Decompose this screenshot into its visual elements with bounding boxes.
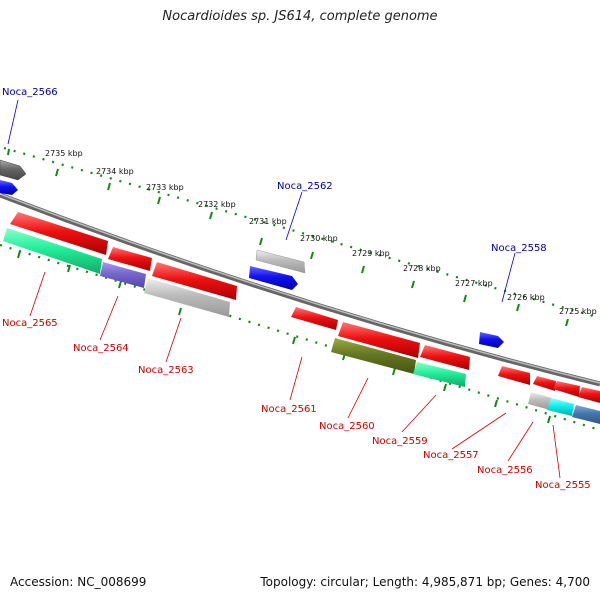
gene-noca-2564[interactable] [100,262,146,288]
outer-ruler-ticks [7,148,569,327]
gene-red-5[interactable] [420,345,470,370]
gene-noca-2555[interactable] [547,398,574,416]
kbp-label: 2725 kbp [559,307,597,316]
label-leaders-bottom [29,271,561,479]
gene-noca-2562[interactable] [255,249,306,274]
kbp-label: 2726 kbp [507,293,545,302]
gene-noca-2560[interactable] [331,338,416,374]
gene-noca-2566[interactable] [0,159,27,181]
gene-red-2[interactable] [108,247,152,271]
gene-noca-2559[interactable] [413,362,466,387]
gene-noca-2561[interactable] [291,307,338,330]
gene-label-noca-2556[interactable]: Noca_2556 [477,465,533,476]
kbp-label: 2734 kbp [96,167,134,176]
kbp-label: 2735 kbp [45,149,83,158]
kbp-label: 2731 kbp [249,217,287,226]
gene-noca-2558[interactable] [479,332,504,348]
gene-red-1[interactable] [10,212,108,255]
gene-label-noca-2565[interactable]: Noca_2565 [2,318,58,329]
label-leaders-top [7,99,516,303]
gene-red-3[interactable] [152,262,237,300]
accession-text: Accession: NC_008699 [10,575,147,589]
kbp-label: 2732 kbp [198,200,236,209]
genome-summary-text: Topology: circular; Length: 4,985,871 bp… [260,575,590,589]
gene-noca-2565[interactable] [3,228,102,274]
gene-label-noca-2562[interactable]: Noca_2562 [277,181,333,192]
gene-label-noca-2557[interactable]: Noca_2557 [423,450,479,461]
kbp-label: 2729 kbp [352,249,390,258]
gene-label-noca-2558[interactable]: Noca_2558 [491,243,547,254]
gene-red-7[interactable] [553,381,580,397]
gene-noca-2556[interactable] [528,392,552,410]
gene-label-noca-2559[interactable]: Noca_2559 [372,436,428,447]
gene-label-noca-2561[interactable]: Noca_2561 [261,404,317,415]
genome-backbone-highlight [0,193,600,384]
gene-red-8[interactable] [578,387,600,403]
kbp-label: 2730 kbp [300,234,338,243]
gene-label-noca-2560[interactable]: Noca_2560 [319,421,375,432]
gene-label-noca-2563[interactable]: Noca_2563 [138,365,194,376]
map-title: Nocardioides sp. JS614, complete genome [162,9,438,24]
kbp-label: 2728 kbp [403,264,441,273]
gene-noca-2557[interactable] [533,376,556,391]
gene-blue-middle[interactable] [249,266,298,290]
kbp-label: 2733 kbp [146,183,184,192]
gene-label-noca-2555[interactable]: Noca_2555 [535,480,591,491]
gene-noca-2563[interactable] [144,278,230,317]
gene-label-noca-2564[interactable]: Noca_2564 [73,343,129,354]
kbp-label: 2727 kbp [455,279,493,288]
gene-label-noca-2566[interactable]: Noca_2566 [2,87,58,98]
genome-backbone [0,192,600,387]
inner-ruler-ticks [17,250,551,424]
gene-small-blue[interactable] [0,180,18,195]
gene-steel[interactable] [572,405,600,424]
gene-red-4[interactable] [338,322,420,358]
gene-red-6[interactable] [498,366,530,385]
